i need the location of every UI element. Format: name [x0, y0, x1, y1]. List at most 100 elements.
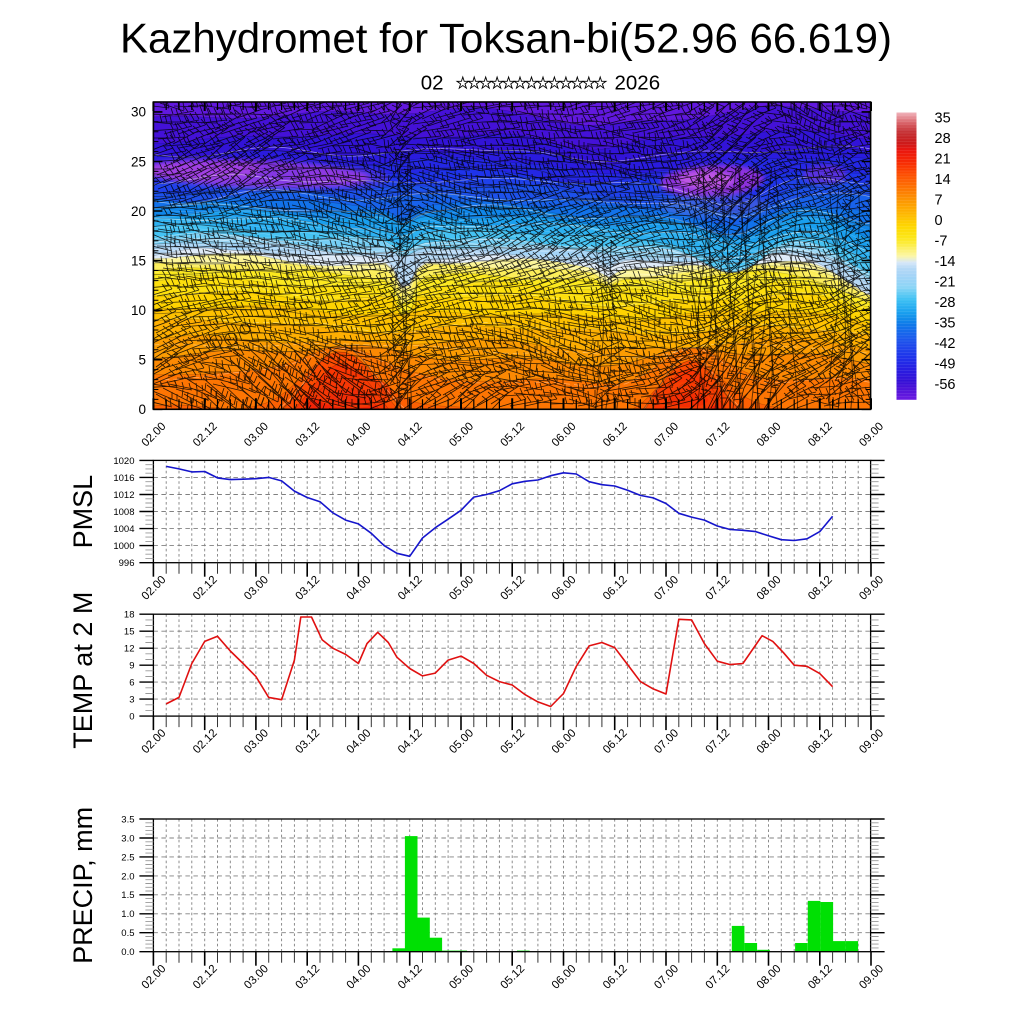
svg-text:03.00: 03.00 [242, 574, 271, 603]
svg-text:08.00: 08.00 [755, 420, 784, 449]
svg-text:1008: 1008 [113, 507, 134, 518]
svg-text:06.00: 06.00 [550, 727, 579, 756]
svg-text:03.12: 03.12 [293, 963, 322, 992]
svg-text:02.12: 02.12 [191, 963, 220, 992]
svg-text:09.00: 09.00 [857, 727, 886, 756]
svg-text:3: 3 [129, 695, 134, 706]
svg-text:03.12: 03.12 [293, 420, 322, 449]
svg-text:02.00: 02.00 [140, 420, 169, 449]
svg-text:-35: -35 [935, 316, 956, 332]
svg-text:05.12: 05.12 [498, 963, 527, 992]
svg-text:07.00: 07.00 [652, 963, 681, 992]
svg-text:TEMP at 2 M: TEMP at 2 M [68, 592, 98, 749]
svg-text:2.0: 2.0 [121, 871, 134, 882]
svg-text:15: 15 [131, 253, 146, 268]
svg-text:996: 996 [119, 558, 135, 569]
svg-text:03.00: 03.00 [242, 727, 271, 756]
svg-text:09.00: 09.00 [857, 574, 886, 603]
svg-text:03.00: 03.00 [242, 963, 271, 992]
svg-text:06.00: 06.00 [550, 574, 579, 603]
svg-text:05.12: 05.12 [498, 420, 527, 449]
svg-text:18: 18 [124, 610, 135, 621]
svg-text:02.12: 02.12 [191, 420, 220, 449]
svg-text:0.0: 0.0 [121, 947, 134, 958]
svg-text:04.12: 04.12 [396, 420, 425, 449]
svg-text:5: 5 [138, 353, 146, 368]
svg-text:06.12: 06.12 [601, 574, 630, 603]
svg-text:08.12: 08.12 [806, 420, 835, 449]
svg-text:20: 20 [131, 204, 146, 219]
svg-text:07.12: 07.12 [704, 574, 733, 603]
svg-text:08.00: 08.00 [755, 727, 784, 756]
svg-text:08.00: 08.00 [755, 574, 784, 603]
svg-text:15: 15 [124, 627, 135, 638]
svg-text:1.5: 1.5 [121, 890, 134, 901]
svg-text:04.00: 04.00 [345, 963, 374, 992]
svg-text:0: 0 [935, 213, 943, 229]
svg-text:06.12: 06.12 [601, 420, 630, 449]
svg-text:04.00: 04.00 [345, 727, 374, 756]
svg-text:04.12: 04.12 [396, 963, 425, 992]
svg-text:14: 14 [935, 172, 951, 188]
svg-text:06.00: 06.00 [550, 420, 579, 449]
svg-text:06.12: 06.12 [601, 727, 630, 756]
svg-text:08.12: 08.12 [806, 727, 835, 756]
svg-text:1000: 1000 [113, 541, 134, 552]
svg-text:03.12: 03.12 [293, 727, 322, 756]
svg-text:04.00: 04.00 [345, 574, 374, 603]
svg-text:3.0: 3.0 [121, 833, 134, 844]
svg-text:-21: -21 [935, 275, 956, 291]
svg-text:-14: -14 [935, 254, 956, 270]
svg-text:-56: -56 [935, 377, 956, 393]
svg-text:30: 30 [131, 105, 146, 120]
svg-text:0.5: 0.5 [121, 928, 134, 939]
svg-text:12: 12 [124, 644, 135, 655]
svg-text:PMSL: PMSL [68, 475, 98, 549]
svg-text:04.12: 04.12 [396, 574, 425, 603]
svg-text:PRECIP, mm: PRECIP, mm [68, 807, 98, 964]
svg-text:07.12: 07.12 [704, 963, 733, 992]
svg-text:09.00: 09.00 [857, 963, 886, 992]
svg-text:09.00: 09.00 [857, 420, 886, 449]
svg-text:02.00: 02.00 [140, 727, 169, 756]
svg-text:05.00: 05.00 [447, 574, 476, 603]
svg-text:1.0: 1.0 [121, 909, 134, 920]
svg-text:02: 02 [421, 72, 444, 95]
svg-text:Kazhydromet for Toksan-bi(52.9: Kazhydromet for Toksan-bi(52.96 66.619) [120, 15, 892, 62]
svg-text:02.00: 02.00 [140, 963, 169, 992]
svg-text:06.12: 06.12 [601, 963, 630, 992]
svg-text:2026: 2026 [615, 72, 661, 95]
svg-text:1020: 1020 [113, 456, 134, 467]
svg-text:0: 0 [129, 712, 134, 723]
svg-text:-7: -7 [935, 234, 948, 250]
svg-text:35: 35 [935, 110, 951, 126]
svg-text:08.12: 08.12 [806, 574, 835, 603]
svg-text:02.12: 02.12 [191, 574, 220, 603]
svg-text:07.00: 07.00 [652, 420, 681, 449]
svg-text:1012: 1012 [113, 490, 134, 501]
svg-text:-49: -49 [935, 357, 956, 373]
svg-text:05.12: 05.12 [498, 727, 527, 756]
svg-text:08.12: 08.12 [806, 963, 835, 992]
svg-text:28: 28 [935, 131, 951, 147]
svg-text:02.12: 02.12 [191, 727, 220, 756]
svg-text:05.00: 05.00 [447, 963, 476, 992]
svg-text:1016: 1016 [113, 473, 134, 484]
svg-text:21: 21 [935, 151, 951, 167]
svg-text:6: 6 [129, 678, 134, 689]
svg-text:07.00: 07.00 [652, 727, 681, 756]
svg-text:04.12: 04.12 [396, 727, 425, 756]
svg-text:03.00: 03.00 [242, 420, 271, 449]
svg-text:9: 9 [129, 661, 134, 672]
svg-text:10: 10 [131, 303, 146, 318]
svg-text:05.00: 05.00 [447, 420, 476, 449]
svg-text:-28: -28 [935, 295, 956, 311]
svg-text:25: 25 [131, 154, 146, 169]
svg-text:3.5: 3.5 [121, 814, 134, 825]
svg-text:0: 0 [138, 402, 146, 417]
svg-text:03.12: 03.12 [293, 574, 322, 603]
svg-text:7: 7 [935, 193, 943, 209]
svg-text:05.12: 05.12 [498, 574, 527, 603]
svg-text:06.00: 06.00 [550, 963, 579, 992]
svg-text:07.12: 07.12 [704, 727, 733, 756]
